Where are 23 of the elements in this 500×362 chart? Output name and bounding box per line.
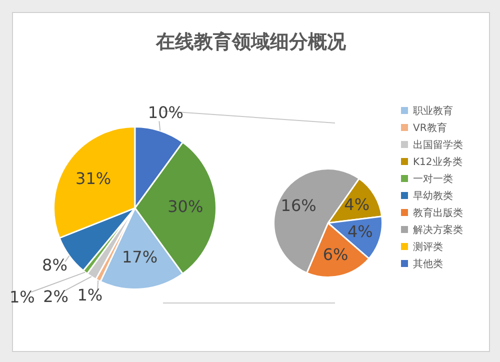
data-label: 2% xyxy=(43,286,69,306)
data-label: 6% xyxy=(322,244,348,264)
data-label: 1% xyxy=(9,288,35,307)
data-label: 31% xyxy=(76,168,112,188)
legend-label: 一对一类 xyxy=(412,172,454,187)
legend-label: VR教育 xyxy=(412,122,448,136)
data-label: 1% xyxy=(77,286,103,305)
legend-label: 解决方案类 xyxy=(412,224,463,238)
legend-label: 出国留学类 xyxy=(412,138,463,153)
legend-label: 教育出版类 xyxy=(412,206,463,221)
legend-label: 早幼教类 xyxy=(412,190,454,204)
chart-title: 在线教育领域细分概况 xyxy=(154,30,347,55)
data-label: 4% xyxy=(347,222,373,241)
legend-label: 职业教育 xyxy=(412,104,454,119)
data-label: 17% xyxy=(122,247,158,266)
data-label: 16% xyxy=(280,196,316,215)
legend-label: K12业务类 xyxy=(412,156,463,170)
data-label: 10% xyxy=(148,102,184,122)
legend-label: 测评类 xyxy=(412,240,444,255)
data-label: 4% xyxy=(344,194,370,214)
data-label: 30% xyxy=(168,197,204,216)
legend-label: 其他类 xyxy=(412,258,444,272)
data-label: 8% xyxy=(42,255,68,274)
